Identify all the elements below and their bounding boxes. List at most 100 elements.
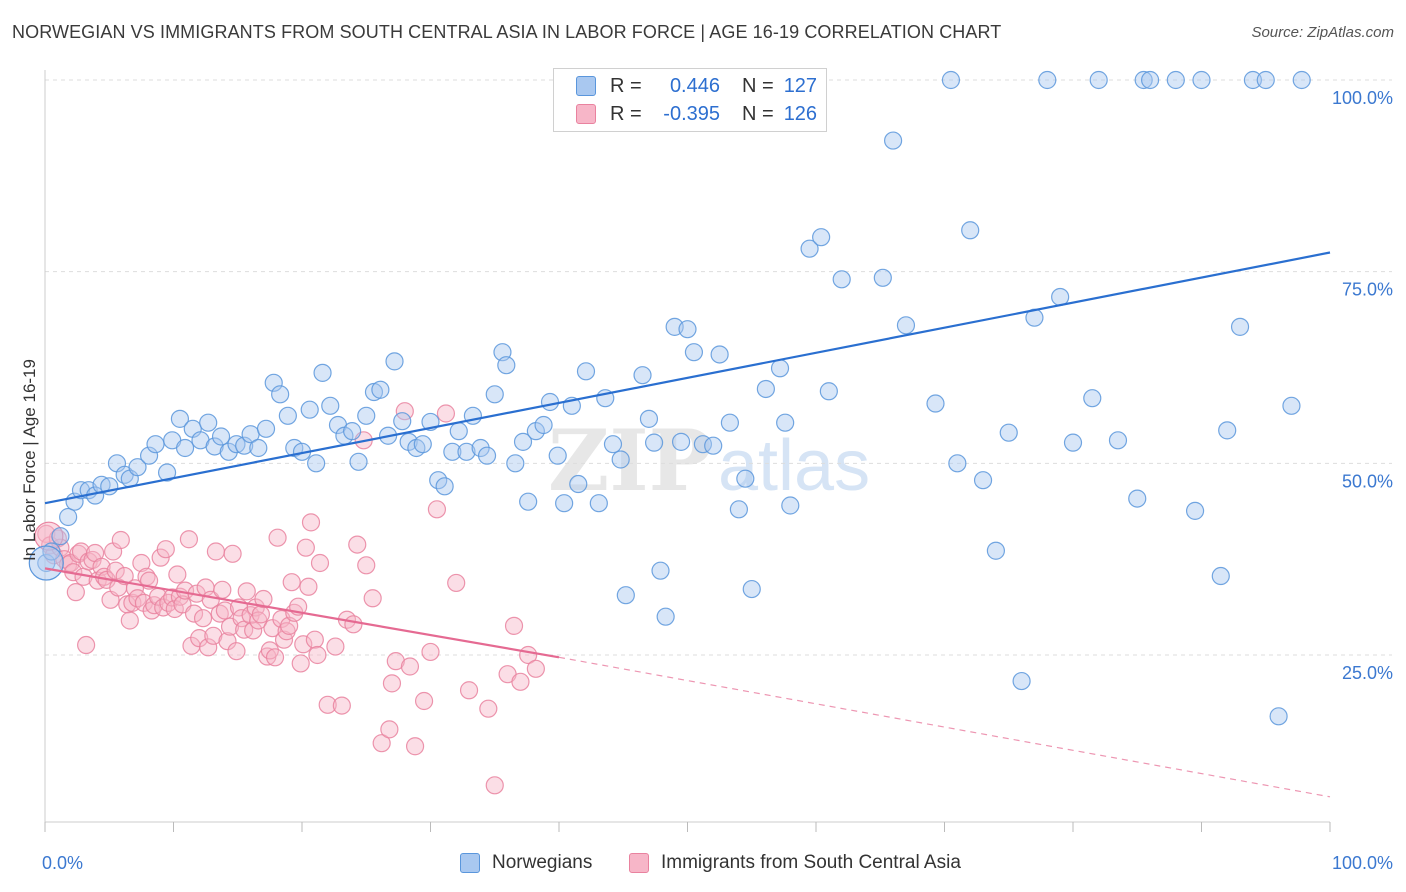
y-tick-label: 50.0% — [1342, 471, 1393, 491]
norwegians-point — [1185, 501, 1205, 520]
norwegians-point — [569, 474, 588, 494]
norwegians-point — [720, 413, 740, 432]
norwegians-point — [883, 131, 903, 150]
norwegians-point — [576, 362, 596, 381]
norwegians-point — [349, 452, 368, 471]
norwegians-point — [639, 409, 659, 428]
immigrants-point — [210, 604, 229, 623]
immigrants-point — [227, 642, 246, 661]
norwegians-point — [477, 446, 497, 465]
pink-swatch — [576, 104, 596, 124]
norwegians-point — [443, 442, 462, 461]
norwegians-point — [170, 409, 190, 428]
immigrants-point — [206, 542, 226, 561]
r-value: -0.395 — [663, 102, 720, 125]
immigrants-point — [427, 500, 447, 519]
norwegians-point — [300, 400, 319, 419]
immigrants-point — [436, 404, 456, 423]
source-credit: Source: ZipAtlas.com — [1251, 24, 1394, 41]
norwegians-point — [704, 436, 723, 455]
immigrants-point — [156, 540, 175, 559]
immigrants-point — [254, 589, 273, 609]
norwegians-point — [800, 239, 819, 258]
r-label: R = — [610, 102, 642, 125]
norwegians-point — [999, 423, 1018, 442]
norwegians-point — [313, 363, 332, 382]
norwegians-point — [497, 356, 516, 375]
norwegians-point — [271, 385, 290, 404]
immigrants-point — [218, 632, 237, 651]
immigrants-point — [179, 530, 199, 549]
norwegians-point — [211, 427, 231, 446]
norwegians-point — [307, 454, 326, 473]
immigrants-point — [421, 642, 440, 662]
norwegians-point — [776, 413, 795, 432]
norwegians-point — [51, 527, 70, 546]
norwegians-point — [1108, 431, 1128, 450]
norwegians-point — [986, 541, 1006, 560]
y-axis-title: In Labor Force | Age 16-19 — [20, 359, 39, 561]
legend-row-norwegians: R = 0.446 N = 127 — [576, 73, 817, 99]
norwegians-point — [139, 446, 159, 465]
norwegians-point — [651, 561, 670, 580]
immigrants-point — [199, 638, 218, 657]
tick-labels: 25.0% 50.0% 75.0% 100.0% 0.0% 100.0% — [42, 88, 1393, 873]
immigrants-point — [132, 553, 151, 573]
n-label: N = — [742, 102, 774, 125]
pink-swatch — [629, 853, 649, 873]
norwegians-point — [235, 436, 254, 455]
norwegians-point — [92, 475, 111, 494]
norwegians-point — [729, 500, 749, 519]
r-label: R = — [610, 74, 642, 97]
immigrants-point — [310, 553, 330, 573]
norwegians-point — [413, 435, 432, 454]
norwegians-point — [873, 268, 892, 287]
immigrants-point — [526, 659, 545, 678]
immigrants-point — [479, 699, 498, 718]
norwegians-point — [832, 270, 851, 289]
immigrants-trend-extension — [558, 656, 1331, 798]
immigrants-point — [193, 609, 213, 628]
immigrants-point — [251, 605, 270, 624]
n-value: 127 — [783, 74, 818, 97]
norwegians-point — [896, 316, 916, 335]
norwegians-point — [506, 454, 525, 473]
immigrants-point — [120, 611, 139, 630]
immigrants-point — [244, 621, 263, 640]
norwegians-point — [205, 437, 224, 456]
immigrants-point — [305, 630, 324, 649]
immigrants-trend-line — [44, 567, 560, 659]
legend-label: Norwegians — [492, 852, 593, 873]
norwegians-point — [1256, 70, 1275, 90]
norwegians-point — [770, 359, 790, 378]
norwegians-point — [555, 494, 574, 513]
immigrants-point — [223, 544, 242, 563]
norwegians-point — [519, 492, 538, 511]
norwegians-trend-line — [44, 251, 1331, 505]
norwegians-point — [926, 394, 945, 413]
zipatlas-watermark: ZIP atlas — [548, 411, 870, 510]
immigrants-point — [168, 565, 187, 584]
norwegians-point — [548, 446, 567, 465]
immigrants-point — [414, 691, 434, 711]
immigrants-point — [318, 695, 337, 714]
immigrants-point — [386, 652, 405, 671]
norwegians-points — [28, 70, 1311, 726]
norwegians-point — [1038, 70, 1057, 90]
immigrants-point — [291, 654, 310, 673]
immigrants-point — [447, 573, 466, 593]
norwegians-point — [1192, 70, 1211, 90]
immigrants-points — [34, 402, 545, 795]
norwegians-point — [534, 415, 553, 435]
legend-row-immigrants: R = -0.395 N = 126 — [576, 101, 817, 127]
norwegians-point — [385, 352, 404, 371]
immigrants-point — [380, 720, 399, 739]
immigrants-point — [405, 737, 425, 756]
immigrants-point — [332, 696, 351, 715]
norwegians-point — [941, 70, 961, 90]
legend-label: Immigrants from South Central Asia — [661, 852, 961, 873]
norwegians-point — [781, 496, 800, 515]
norwegians-point — [678, 320, 697, 339]
norwegians-point — [146, 435, 165, 454]
norwegians-point — [710, 345, 729, 364]
